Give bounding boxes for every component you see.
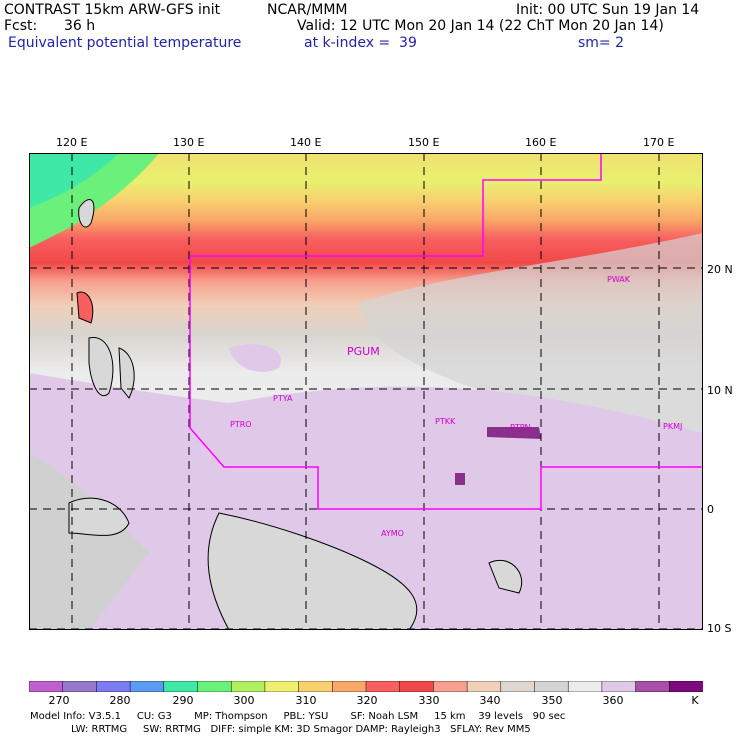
colorbar-label-300: 300 xyxy=(233,694,255,707)
lavender-patch-central xyxy=(229,344,281,372)
colorbar-swatch xyxy=(197,681,232,692)
model-info-line2: LW: RRTMG SW: RRTMG DIFF: simple KM: 3D … xyxy=(71,724,531,735)
colorbar-swatch xyxy=(298,681,334,692)
lat-label-20n: 20 N xyxy=(707,263,733,276)
colorbar-swatch xyxy=(669,681,703,692)
lat-label-10n: 10 N xyxy=(707,384,733,397)
valid-time: Valid: 12 UTC Mon 20 Jan 14 (22 ChT Mon … xyxy=(297,18,664,34)
colorbar-swatch xyxy=(264,681,300,692)
station-aymo: AYMO xyxy=(381,529,404,538)
lon-label-150: 150 E xyxy=(408,136,440,149)
lon-label-160: 160 E xyxy=(525,136,557,149)
forecast-label: Fcst: xyxy=(4,18,38,34)
map-frame xyxy=(29,153,703,630)
lat-label-0: 0 xyxy=(707,503,714,516)
station-pwak: PWAK xyxy=(607,275,631,284)
lon-label-170: 170 E xyxy=(643,136,675,149)
station-ptpn: PTPN xyxy=(510,423,531,432)
init-time: Init: 00 UTC Sun 19 Jan 14 xyxy=(516,2,700,18)
colorbar-swatch xyxy=(534,681,569,692)
forecast-hour: 36 h xyxy=(64,18,96,34)
colorbar-label-280: 280 xyxy=(109,694,131,707)
cold-nw-region xyxy=(29,153,119,208)
colorbar-swatch xyxy=(332,681,367,692)
theta-e-map: PGUM PWAK PTYA PTRO PTKK PTPN PKMJ AYMO xyxy=(29,153,703,630)
station-pkmj: PKMJ xyxy=(663,422,682,431)
colorbar-label-350: 350 xyxy=(541,694,563,707)
dark-purple-patch-truk xyxy=(487,427,541,439)
lat-label-10s: 10 S xyxy=(707,622,732,635)
colorbar-swatch xyxy=(62,681,98,692)
colorbar-swatch xyxy=(635,681,671,692)
model-info-line1: Model Info: V3.5.1 CU: G3 MP: Thompson P… xyxy=(30,711,566,722)
field-name: Equivalent potential temperature xyxy=(8,35,242,51)
colorbar-label-320: 320 xyxy=(356,694,378,707)
colorbar-swatch xyxy=(466,681,502,692)
colorbar-swatch xyxy=(500,681,536,692)
colorbar-swatch xyxy=(163,681,199,692)
lon-label-120: 120 E xyxy=(56,136,88,149)
colorbar-label-340: 340 xyxy=(479,694,501,707)
station-ptya: PTYA xyxy=(273,394,293,403)
colorbar-label-290: 290 xyxy=(172,694,194,707)
station-ptro: PTRO xyxy=(230,420,252,429)
grey-terrain-sw xyxy=(29,453,149,630)
coastlines xyxy=(68,199,523,630)
colorbar-swatch xyxy=(601,681,637,692)
colorbar-label-310: 310 xyxy=(295,694,317,707)
colorbar-swatch xyxy=(433,681,468,692)
colorbar xyxy=(29,681,703,692)
lon-label-140: 140 E xyxy=(290,136,322,149)
station-pgum: PGUM xyxy=(347,345,380,358)
lon-label-130: 130 E xyxy=(173,136,205,149)
colorbar-swatch xyxy=(365,681,401,692)
colorbar-swatch xyxy=(96,681,131,692)
colorbar-swatch xyxy=(129,681,165,692)
station-ptkk: PTKK xyxy=(435,417,456,426)
dark-purple-patch-small xyxy=(455,473,465,485)
colorbar-swatch xyxy=(399,681,435,692)
colorbar-unit: K xyxy=(691,694,699,707)
colorbar-swatch xyxy=(29,681,64,692)
fir-boundary xyxy=(189,153,703,510)
colorbar-label-360: 360 xyxy=(602,694,624,707)
level-info: at k-index = 39 xyxy=(304,35,417,51)
colorbar-swatch xyxy=(230,681,266,692)
smoothing-info: sm= 2 xyxy=(578,35,625,51)
organization: NCAR/MMM xyxy=(267,2,348,18)
colorbar-label-330: 330 xyxy=(418,694,440,707)
colorbar-swatch xyxy=(567,681,603,692)
chart-title: CONTRAST 15km ARW-GFS init xyxy=(4,2,221,18)
colorbar-label-270: 270 xyxy=(48,694,70,707)
